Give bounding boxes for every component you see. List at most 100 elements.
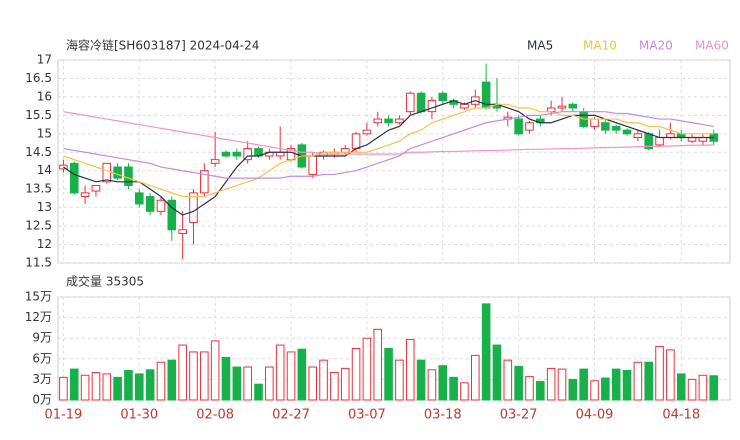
candle-body bbox=[362, 129, 372, 135]
candle-body bbox=[80, 192, 90, 198]
volume-bar bbox=[590, 380, 599, 401]
volume-bar bbox=[200, 351, 209, 401]
ma-line bbox=[63, 111, 714, 155]
volume-bar bbox=[546, 367, 556, 401]
y-tick-label: 16.5 bbox=[25, 71, 52, 85]
volume-bar bbox=[319, 359, 328, 401]
candle-body bbox=[427, 100, 437, 113]
volume-bar bbox=[601, 377, 610, 401]
volume-bar bbox=[709, 375, 719, 401]
candle-body bbox=[373, 118, 383, 124]
volume-bar bbox=[297, 348, 307, 401]
candle-body bbox=[568, 103, 578, 109]
volume-bar bbox=[633, 361, 643, 401]
y-tick-label: 15 bbox=[37, 126, 52, 140]
volume-bar bbox=[145, 369, 155, 401]
candle-body bbox=[243, 148, 252, 161]
volume-bar bbox=[568, 378, 578, 401]
candle-body bbox=[405, 92, 415, 113]
volume-bar bbox=[134, 373, 144, 401]
volume-bar bbox=[232, 366, 242, 401]
candle-body bbox=[91, 184, 101, 192]
candle-body bbox=[167, 199, 177, 231]
x-tick-label: 01-19 bbox=[45, 408, 83, 423]
volume-bar bbox=[178, 344, 187, 401]
volume-tick-label: 3万 bbox=[32, 372, 52, 386]
volume-bar bbox=[579, 368, 588, 401]
volume-bar bbox=[113, 376, 122, 401]
candle-body bbox=[232, 151, 242, 157]
volume-bar bbox=[330, 372, 339, 401]
candle-body bbox=[308, 155, 318, 175]
candle-body bbox=[514, 118, 523, 135]
volume-bar bbox=[156, 361, 166, 401]
volume-bar bbox=[210, 340, 220, 401]
volume-tick-label: 0万 bbox=[32, 393, 52, 407]
candle-body bbox=[590, 118, 599, 127]
candle-body bbox=[124, 166, 133, 186]
x-tick-label: 04-09 bbox=[576, 408, 614, 423]
candle-body bbox=[200, 170, 209, 194]
volume-bar bbox=[340, 367, 350, 401]
y-tick-label: 14.5 bbox=[25, 145, 52, 159]
volume-bar bbox=[492, 344, 502, 401]
volume-bar bbox=[384, 348, 393, 401]
candle-body bbox=[145, 196, 155, 212]
candle-body bbox=[655, 137, 664, 146]
volume-bar bbox=[308, 366, 318, 401]
volume-bar bbox=[557, 368, 567, 401]
chart-title: 海容冷链[SH603187] 2024-04-24 bbox=[66, 38, 259, 53]
y-tick-label: 12 bbox=[37, 237, 52, 251]
y-tick-label: 12.5 bbox=[25, 219, 52, 233]
x-tick-label: 02-27 bbox=[272, 408, 310, 423]
candle-body bbox=[102, 162, 112, 183]
y-tick-label: 13.5 bbox=[25, 182, 52, 196]
candle-body bbox=[601, 122, 610, 131]
y-tick-label: 17 bbox=[37, 53, 52, 67]
volume-tick-label: 6万 bbox=[32, 351, 52, 365]
y-tick-label: 14 bbox=[37, 163, 52, 177]
volume-bar bbox=[265, 366, 274, 401]
candle-body bbox=[134, 192, 144, 205]
candle-body bbox=[395, 118, 404, 124]
candle-body bbox=[622, 129, 632, 135]
volume-bar bbox=[449, 376, 458, 401]
x-tick-label: 02-08 bbox=[196, 408, 234, 423]
volume-bar bbox=[91, 372, 101, 401]
candle-body bbox=[69, 162, 79, 194]
candle-body bbox=[525, 122, 534, 131]
volume-bar bbox=[102, 373, 112, 401]
volume-bar bbox=[655, 345, 664, 401]
ma-line bbox=[63, 111, 714, 179]
y-tick-label: 15.5 bbox=[25, 108, 52, 122]
candle-body bbox=[189, 192, 198, 223]
volume-bar bbox=[286, 351, 296, 401]
volume-title: 成交量 35305 bbox=[66, 274, 144, 289]
legend-label: MA20 bbox=[639, 39, 673, 53]
volume-bar bbox=[666, 349, 675, 401]
volume-bar bbox=[80, 374, 90, 401]
volume-bar bbox=[59, 376, 68, 401]
candle-body bbox=[557, 105, 567, 109]
ma-line bbox=[63, 103, 714, 198]
volume-bar bbox=[438, 365, 448, 401]
x-tick-label: 03-27 bbox=[500, 408, 538, 423]
candle-body bbox=[210, 159, 220, 164]
volume-bar bbox=[481, 303, 491, 401]
volume-bar bbox=[167, 359, 177, 401]
y-tick-label: 11.5 bbox=[25, 256, 52, 270]
volume-bar bbox=[124, 369, 133, 401]
x-tick-label: 04-18 bbox=[662, 408, 700, 423]
volume-bar bbox=[275, 344, 285, 401]
candle-body bbox=[438, 92, 448, 102]
legend-label: MA10 bbox=[583, 39, 617, 53]
volume-bar bbox=[676, 373, 686, 401]
volume-tick-label: 15万 bbox=[25, 290, 52, 304]
candle-body bbox=[113, 166, 122, 179]
volume-bar bbox=[69, 368, 79, 401]
volume-bar bbox=[698, 374, 708, 401]
volume-bar bbox=[416, 359, 426, 401]
volume-tick-label: 12万 bbox=[25, 310, 52, 324]
volume-bar bbox=[460, 382, 469, 401]
legend-label: MA5 bbox=[527, 39, 553, 53]
